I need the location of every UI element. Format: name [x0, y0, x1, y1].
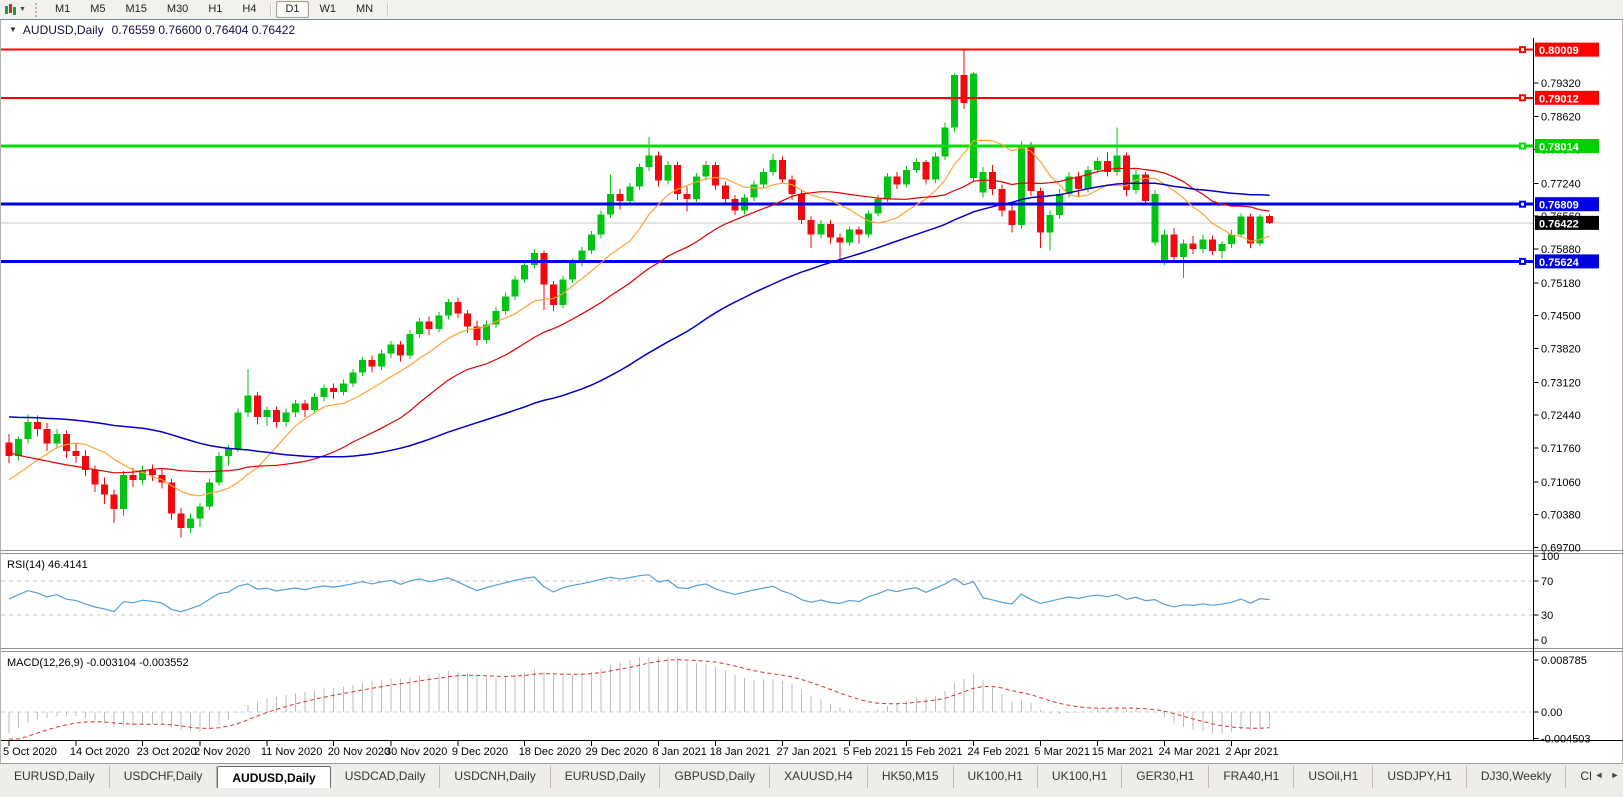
svg-text:15 Mar 2021: 15 Mar 2021: [1092, 746, 1154, 758]
svg-text:24 Feb 2021: 24 Feb 2021: [968, 746, 1030, 758]
svg-text:0.78620: 0.78620: [1541, 112, 1581, 124]
svg-text:9 Dec 2020: 9 Dec 2020: [452, 746, 508, 758]
timeframe-button-m30[interactable]: M30: [166, 3, 189, 15]
svg-text:0.73820: 0.73820: [1541, 344, 1581, 356]
price-chart-canvas[interactable]: 0.793200.786200.779400.772400.765600.758…: [1, 38, 1623, 782]
timeframe-button-d1[interactable]: D1: [276, 1, 309, 18]
chart-tab-8-hk50-m15[interactable]: HK50,M15: [868, 766, 954, 788]
chart-ohlc-readout: 0.76559 0.76600 0.76404 0.76422: [111, 22, 296, 37]
toolbar-grip[interactable]: [34, 2, 40, 17]
svg-text:0.70380: 0.70380: [1541, 510, 1581, 522]
svg-text:0.75180: 0.75180: [1541, 278, 1581, 290]
svg-text:18 Jan 2021: 18 Jan 2021: [710, 746, 771, 758]
svg-text:0.76809: 0.76809: [1539, 200, 1579, 212]
timeframe-button-m5[interactable]: M5: [90, 3, 106, 15]
svg-text:0.78014: 0.78014: [1539, 141, 1580, 153]
svg-text:0.75624: 0.75624: [1539, 257, 1580, 269]
svg-text:23 Oct 2020: 23 Oct 2020: [137, 746, 197, 758]
chart-tab-16-china300-h1[interactable]: CHINA300,H1: [1566, 766, 1591, 788]
timeframe-button-h1[interactable]: H1: [208, 3, 223, 15]
svg-text:0.71760: 0.71760: [1541, 443, 1581, 455]
chart-tab-9-uk100-h1[interactable]: UK100,H1: [954, 766, 1038, 788]
svg-text:29 Dec 2020: 29 Dec 2020: [586, 746, 648, 758]
svg-text:0.76422: 0.76422: [1539, 218, 1579, 230]
chart-window: ▼ AUDUSD,Daily 0.76559 0.76600 0.76404 0…: [0, 19, 1623, 763]
svg-text:14 Oct 2020: 14 Oct 2020: [70, 746, 130, 758]
svg-text:27 Jan 2021: 27 Jan 2021: [777, 746, 838, 758]
svg-text:0.79012: 0.79012: [1539, 93, 1579, 105]
chart-tab-10-uk100-h1[interactable]: UK100,H1: [1038, 766, 1123, 788]
svg-text:15 Feb 2021: 15 Feb 2021: [901, 746, 963, 758]
svg-text:24 Mar 2021: 24 Mar 2021: [1159, 746, 1221, 758]
chart-tab-0-eurusd-daily[interactable]: EURUSD,Daily: [0, 766, 110, 788]
chart-tab-13-usoil-h1[interactable]: USOil,H1: [1294, 766, 1374, 788]
svg-text:5 Oct 2020: 5 Oct 2020: [3, 746, 57, 758]
toolbar-separator: [270, 2, 272, 17]
svg-text:0.79320: 0.79320: [1541, 78, 1581, 90]
svg-text:0.73120: 0.73120: [1541, 377, 1581, 389]
svg-text:0.80009: 0.80009: [1539, 45, 1579, 57]
chart-tab-12-fra40-h1[interactable]: FRA40,H1: [1209, 766, 1295, 788]
svg-text:5 Feb 2021: 5 Feb 2021: [843, 746, 899, 758]
tab-scroll-right-icon[interactable]: ►: [1610, 770, 1620, 780]
collapse-triangle-icon[interactable]: ▼: [9, 25, 17, 34]
svg-text:0.77240: 0.77240: [1541, 178, 1581, 190]
chart-tab-7-xauusd-h4[interactable]: XAUUSD,H4: [770, 766, 868, 788]
svg-text:2 Nov 2020: 2 Nov 2020: [194, 746, 250, 758]
chart-tab-4-usdcnh-daily[interactable]: USDCNH,Daily: [440, 766, 551, 788]
chart-tab-2-audusd-daily[interactable]: AUDUSD,Daily: [217, 766, 331, 788]
svg-text:0: 0: [1541, 635, 1547, 647]
svg-text:8 Jan 2021: 8 Jan 2021: [652, 746, 706, 758]
toolbar-separator: [387, 2, 389, 17]
candlestick-chart-icon: [4, 3, 17, 16]
svg-text:-0.004503: -0.004503: [1541, 734, 1591, 746]
chart-tab-6-gbpusd-daily[interactable]: GBPUSD,Daily: [660, 766, 771, 788]
svg-text:0.72440: 0.72440: [1541, 410, 1581, 422]
tab-scroll-left-icon[interactable]: ◄: [1594, 770, 1604, 780]
timeframe-button-m1[interactable]: M1: [54, 3, 71, 15]
timeframe-toolbar: ▼ M1 M5 M15 M30 H1 H4 D1 W1 MN: [0, 0, 1623, 20]
chart-tab-5-eurusd-daily[interactable]: EURUSD,Daily: [551, 766, 661, 788]
timeframe-button-mn[interactable]: MN: [356, 3, 374, 15]
chart-title-bar: ▼ AUDUSD,Daily 0.76559 0.76600 0.76404 0…: [1, 21, 1622, 38]
chart-tab-14-usdjpy-h1[interactable]: USDJPY,H1: [1373, 766, 1467, 788]
chart-type-button[interactable]: ▼: [0, 0, 30, 19]
svg-text:0.00: 0.00: [1541, 707, 1562, 719]
svg-text:0.74500: 0.74500: [1541, 311, 1581, 323]
chart-tab-11-ger30-h1[interactable]: GER30,H1: [1122, 766, 1210, 788]
chart-symbol-label: AUDUSD,Daily: [22, 22, 104, 37]
svg-text:0.71060: 0.71060: [1541, 477, 1581, 489]
svg-text:18 Dec 2020: 18 Dec 2020: [519, 746, 581, 758]
chart-tab-15-dj30-weekly[interactable]: DJ30,Weekly: [1467, 766, 1567, 788]
svg-text:20 Nov 2020: 20 Nov 2020: [328, 746, 390, 758]
svg-text:30: 30: [1541, 610, 1553, 622]
macd-indicator-label: MACD(12,26,9) -0.003104 -0.003552: [7, 657, 189, 669]
svg-text:0.69700: 0.69700: [1541, 543, 1581, 555]
svg-text:30 Nov 2020: 30 Nov 2020: [385, 746, 447, 758]
rsi-indicator-label: RSI(14) 46.4141: [7, 559, 88, 571]
timeframe-button-m15[interactable]: M15: [125, 3, 147, 15]
svg-text:11 Nov 2020: 11 Nov 2020: [261, 746, 323, 758]
chart-tab-bar: EURUSD,Daily USDCHF,Daily AUDUSD,Daily USDC…: [0, 763, 1623, 797]
svg-text:2 Apr 2021: 2 Apr 2021: [1225, 746, 1278, 758]
svg-text:70: 70: [1541, 576, 1553, 588]
svg-text:5 Mar 2021: 5 Mar 2021: [1034, 746, 1090, 758]
timeframe-button-w1[interactable]: W1: [319, 3, 337, 15]
chevron-down-icon: ▼: [19, 6, 26, 13]
chart-tab-1-usdchf-daily[interactable]: USDCHF,Daily: [110, 766, 218, 788]
svg-text:0.008785: 0.008785: [1541, 655, 1587, 667]
timeframe-button-h4[interactable]: H4: [242, 3, 257, 15]
svg-text:100: 100: [1541, 551, 1559, 563]
chart-tab-3-usdcad-daily[interactable]: USDCAD,Daily: [331, 766, 441, 788]
svg-text:0.75880: 0.75880: [1541, 244, 1581, 256]
